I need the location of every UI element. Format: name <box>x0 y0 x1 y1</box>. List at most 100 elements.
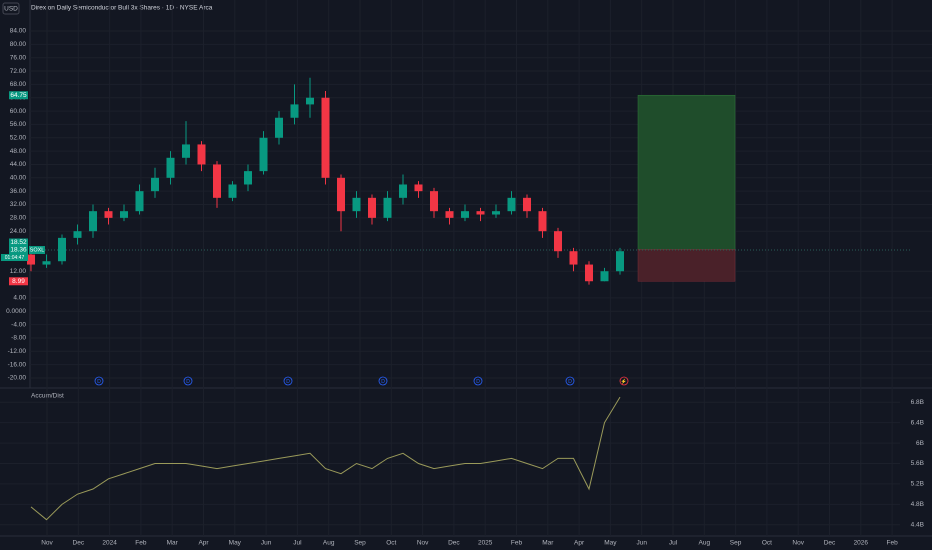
event-label[interactable]: D <box>186 379 190 385</box>
x-tick-label: Jul <box>669 540 678 547</box>
x-tick-label: Oct <box>762 540 772 547</box>
x-tick-label: Nov <box>792 540 804 547</box>
y-tick-label: 0.0000 <box>6 308 26 315</box>
y-tick-label: 84.00 <box>10 28 27 35</box>
x-tick-label: May <box>604 540 617 547</box>
candle-body <box>492 211 500 215</box>
candle-body <box>414 184 423 192</box>
y-tick-label: 76.00 <box>10 54 27 61</box>
y-tick-label: 4.00 <box>13 295 26 302</box>
candle-body <box>476 211 485 215</box>
candle-body <box>368 197 376 218</box>
x-tick-label: Feb <box>886 540 898 547</box>
event-marker[interactable] <box>378 376 388 386</box>
candle-body <box>89 211 97 232</box>
candle-body <box>182 144 190 158</box>
indicator-tick-label: 4.4B <box>911 522 924 529</box>
x-tick-label: Aug <box>323 540 335 547</box>
candle-body <box>166 157 175 178</box>
candle-body <box>461 211 469 218</box>
candle-body <box>507 197 516 212</box>
candle-body <box>430 191 438 212</box>
candle-body <box>244 171 252 185</box>
event-label[interactable]: D <box>97 379 101 385</box>
y-tick-label: 52.00 <box>10 134 27 141</box>
price-tag <box>9 238 28 247</box>
x-tick-label: Jul <box>293 540 302 547</box>
x-tick-label: Jun <box>636 540 647 547</box>
event-marker[interactable] <box>283 376 293 386</box>
x-tick-label: Feb <box>135 540 147 547</box>
candle-body <box>135 191 144 212</box>
symbol-tag-label: SOXL <box>30 247 45 253</box>
event-marker[interactable] <box>473 376 483 386</box>
x-tick-label: 2024 <box>102 540 117 547</box>
candle-body <box>554 231 562 252</box>
indicator-tick-label: 4.8B <box>911 501 924 508</box>
price-tag <box>9 246 28 255</box>
event-label[interactable]: D <box>476 379 480 385</box>
y-tick-label: 68.00 <box>10 81 27 88</box>
price-tag <box>9 91 28 100</box>
event-marker[interactable] <box>94 376 104 386</box>
y-tick-label: -16.00 <box>8 361 27 368</box>
price-tag-label: 8.99 <box>12 278 25 285</box>
x-tick-label: Aug <box>699 540 711 547</box>
candle-body <box>445 211 454 218</box>
x-tick-label: Apr <box>198 540 209 547</box>
y-tick-label: 36.00 <box>10 188 27 195</box>
price-tag-label: 18.52 <box>10 239 27 246</box>
indicator-tick-label: 5.6B <box>911 460 924 467</box>
event-label[interactable]: ⚡ <box>621 378 627 385</box>
price-tag-label: 18.36 <box>10 247 27 254</box>
indicator-name: Accum/Dist <box>31 393 64 400</box>
candle-body <box>27 254 35 265</box>
y-tick-label: 60.00 <box>10 108 27 115</box>
candle-body <box>569 251 578 265</box>
event-marker[interactable] <box>565 376 575 386</box>
currency-box[interactable] <box>2 2 20 15</box>
y-tick-label: 28.00 <box>10 215 27 222</box>
position-profit <box>637 94 736 250</box>
indicator-tick-label: 5.2B <box>911 481 924 488</box>
symbol-tag <box>29 246 45 255</box>
candle-body <box>306 97 314 105</box>
event-marker[interactable] <box>619 376 629 386</box>
candle-body <box>399 184 407 198</box>
indicator-tick-label: 6.4B <box>911 419 924 426</box>
indicator-tick-label: 6.8B <box>911 399 924 406</box>
y-tick-label: 80.00 <box>10 41 27 48</box>
x-tick-label: 2026 <box>854 540 869 547</box>
event-label[interactable]: D <box>381 379 385 385</box>
price-tag <box>9 277 28 286</box>
x-tick-label: Sep <box>730 540 742 547</box>
x-tick-label: Dec <box>448 540 460 547</box>
x-tick-label: Jun <box>261 540 272 547</box>
y-tick-label: 32.00 <box>10 201 27 208</box>
event-marker[interactable] <box>183 376 193 386</box>
y-tick-label: -8.00 <box>11 335 26 342</box>
candle-body <box>585 264 593 282</box>
currency[interactable]: USD <box>4 6 18 13</box>
y-tick-label: 72.00 <box>10 68 27 75</box>
x-tick-label: May <box>229 540 242 547</box>
x-tick-label: Oct <box>386 540 396 547</box>
candle-body <box>538 211 547 232</box>
position-loss <box>637 249 736 282</box>
y-tick-label: -20.00 <box>8 375 27 382</box>
candle-body <box>383 197 392 218</box>
x-tick-label: Dec <box>824 540 836 547</box>
candle-body <box>104 211 113 218</box>
y-tick-label: -4.00 <box>11 321 26 328</box>
x-tick-label: Mar <box>167 540 179 547</box>
candle-body <box>523 197 531 212</box>
x-tick-label: Sep <box>354 540 366 547</box>
event-label[interactable]: D <box>286 379 290 385</box>
candle-body <box>58 237 66 262</box>
candle-body <box>151 177 159 192</box>
event-label[interactable]: D <box>568 379 572 385</box>
y-tick-label: 12.00 <box>10 268 27 275</box>
x-tick-label: Apr <box>574 540 585 547</box>
